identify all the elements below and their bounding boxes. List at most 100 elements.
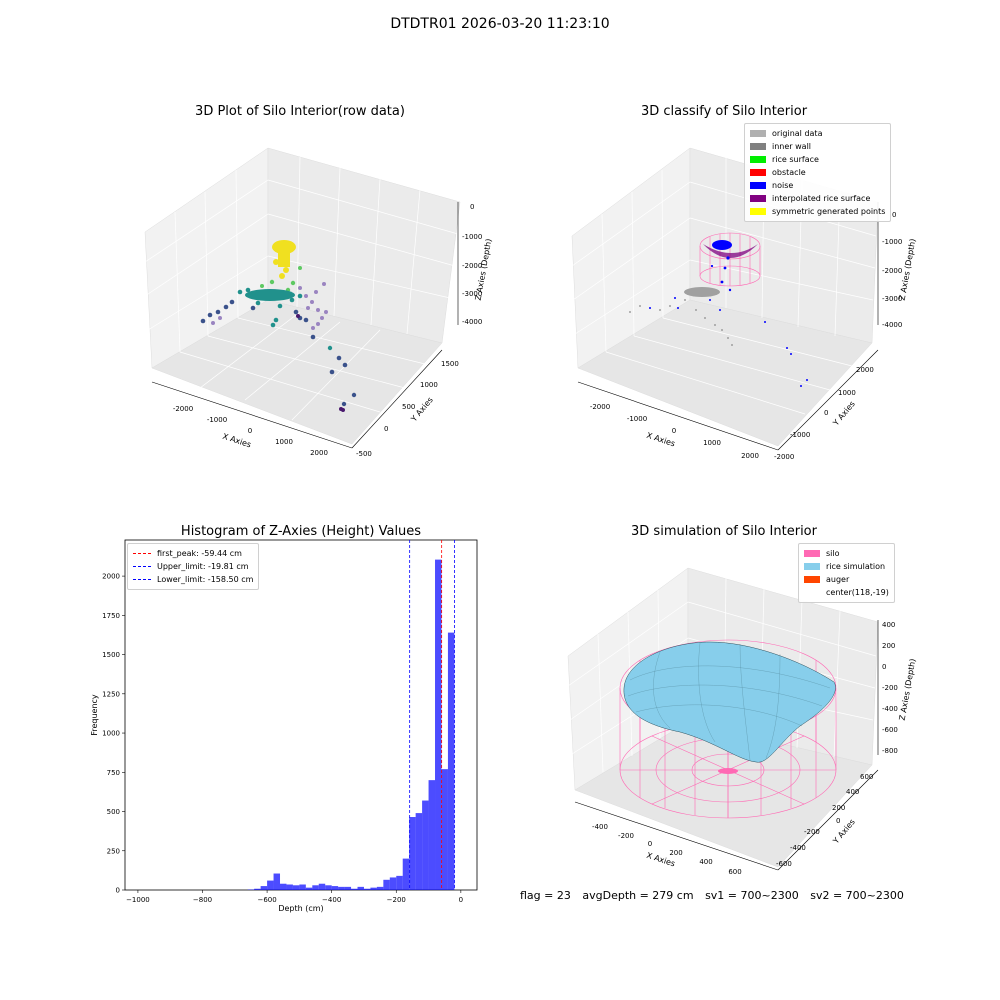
raw-ytick: 500 [402, 403, 415, 411]
histogram-bar [344, 886, 352, 890]
simulation-ztick: -800 [882, 747, 898, 755]
legend-label: Upper_limit: -19.81 cm [157, 562, 249, 571]
classify-ytick: 1000 [838, 389, 856, 397]
simulation-ytick: -400 [790, 844, 806, 852]
simulation-ytick: 600 [860, 773, 873, 781]
raw-scatter-points [200, 240, 357, 412]
histogram-legend: first_peak: -59.44 cm Upper_limit: -19.8… [127, 543, 260, 590]
legend-label: rice simulation [826, 562, 886, 571]
simulation-ztick: 400 [882, 621, 895, 629]
x-tick-label: −600 [257, 896, 276, 904]
simulation-zlabel: Z Axies (Depth) [898, 658, 918, 721]
histogram-bar [273, 873, 281, 890]
classify-ylabel: Y Axies [831, 399, 857, 428]
legend-item: symmetric generated points [750, 205, 885, 218]
legend-swatch [750, 156, 766, 163]
histogram-bar [389, 877, 397, 890]
y-tick-label: 250 [107, 847, 120, 855]
classify-xtick: 1000 [703, 439, 721, 447]
histogram-bar [299, 884, 306, 890]
simulation-ztick: -600 [882, 726, 898, 734]
raw-plot-title: 3D Plot of Silo Interior(row data) [195, 104, 405, 119]
classify-xtick: 0 [672, 427, 676, 435]
histogram-bar [305, 887, 313, 890]
histogram-bar [312, 885, 319, 890]
histogram-bar [376, 886, 384, 890]
legend-item: inner wall [750, 140, 885, 153]
histogram-x-ticks: −1000 −800 −600 −400 −200 0 [126, 890, 463, 904]
legend-swatch [750, 208, 766, 215]
y-tick-label: 0 [116, 887, 120, 895]
histogram-chart: −1000 −800 −600 −400 −200 0 0 250 500 750 1000 125… [90, 539, 478, 913]
raw-ytick: -500 [356, 450, 372, 458]
x-tick-label: −1000 [126, 896, 150, 904]
histogram-xlabel: Depth (cm) [278, 904, 323, 913]
legend-label: symmetric generated points [772, 207, 886, 216]
histogram-ylabel: Frequency [90, 694, 99, 736]
legend-item: first_peak: -59.44 cm [133, 547, 253, 560]
simulation-ytick: 200 [832, 804, 845, 812]
simulation-ytick: 0 [836, 817, 840, 825]
simulation-3d-plot: -400 -200 0 200 400 600 X Axies -600 -40… [567, 567, 918, 876]
original-data-points [629, 287, 733, 346]
legend-swatch [804, 550, 820, 557]
histogram-bar [396, 875, 403, 890]
histogram-threshold-lines [409, 540, 455, 890]
simulation-ztick: -200 [882, 684, 898, 692]
raw-ytick: 0 [384, 425, 388, 433]
histogram-bar [338, 886, 345, 890]
classify-ztick: 0 [892, 211, 896, 219]
x-tick-label: 0 [459, 896, 463, 904]
raw-ztick: 0 [470, 203, 474, 211]
classify-ytick: 2000 [856, 366, 874, 374]
histogram-bar [441, 769, 448, 890]
legend-swatch [750, 143, 766, 150]
y-tick-label: 750 [107, 769, 120, 777]
sv1-readout: sv1 = 700~2300 [705, 889, 799, 902]
raw-ztick: -2000 [462, 262, 482, 270]
legend-label: interpolated rice surface [772, 194, 871, 203]
legend-label: silo [826, 549, 840, 558]
classify-ytick: 0 [824, 409, 828, 417]
y-tick-label: 1750 [102, 612, 120, 620]
histogram-bar [331, 886, 339, 890]
y-tick-label: 1500 [102, 651, 120, 659]
legend-label: rice surface [772, 155, 819, 164]
legend-swatch [750, 130, 766, 137]
interpolated-rice-surface [703, 244, 758, 258]
histogram-bar [402, 858, 410, 890]
simulation-xtick: 600 [728, 868, 741, 876]
simulation-xtick: -400 [592, 823, 608, 831]
histogram-bar [280, 883, 287, 890]
simulation-ytick: -200 [804, 828, 820, 836]
classify-ytick: -1000 [790, 431, 810, 439]
legend-label: auger [826, 575, 850, 584]
classify-ztick: -3000 [882, 295, 902, 303]
simulation-ztick: -400 [882, 705, 898, 713]
legend-label: obstacle [772, 168, 806, 177]
legend-item: rice surface [750, 153, 885, 166]
legend-label: inner wall [772, 142, 812, 151]
classify-ytick: -2000 [774, 453, 794, 461]
y-tick-label: 1250 [102, 690, 120, 698]
simulation-plot-title: 3D simulation of Silo Interior [631, 524, 817, 539]
histogram-bar [415, 813, 423, 890]
sv2-readout: sv2 = 700~2300 [810, 889, 904, 902]
classify-ztick: -1000 [882, 238, 902, 246]
raw-ytick: 1000 [420, 381, 438, 389]
legend-line-swatch [133, 566, 151, 567]
histogram-bar [318, 883, 326, 890]
simulation-legend: silo rice simulation auger center(118,-1… [798, 543, 895, 603]
histogram-bar [325, 885, 332, 890]
classify-xtick: -1000 [627, 415, 647, 423]
legend-label: original data [772, 129, 823, 138]
legend-item: center(118,-19) [804, 586, 889, 599]
legend-swatch [804, 563, 820, 570]
legend-label: noise [772, 181, 794, 190]
histogram-bar [447, 632, 455, 890]
simulation-xtick: 400 [699, 858, 712, 866]
classify-3d-plot: -2000 -1000 0 1000 2000 X Axies -2000 -1… [571, 147, 917, 461]
simulation-xtick: 200 [669, 849, 682, 857]
histogram-bar [267, 880, 274, 890]
histogram-bar [286, 884, 293, 890]
